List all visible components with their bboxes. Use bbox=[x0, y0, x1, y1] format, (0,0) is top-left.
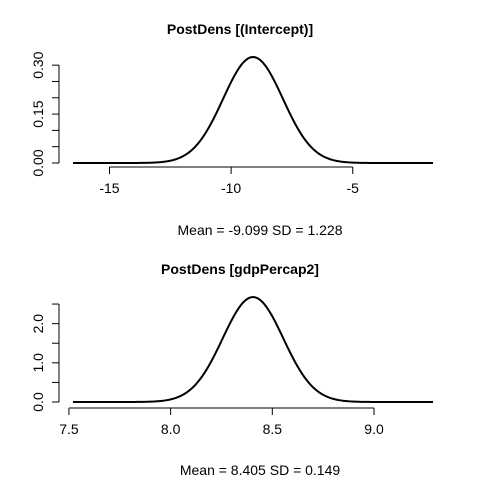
x-tick-label: 8.0 bbox=[161, 421, 181, 437]
density-curve bbox=[73, 56, 433, 164]
y-tick-label: 0.15 bbox=[30, 100, 46, 127]
y-tick-label: 1.0 bbox=[30, 353, 46, 373]
panel-2: PostDens [gdpPercap2] 7.5 8.0 8.5 9.0 0.0 1.0 2… bbox=[30, 261, 433, 478]
y-tick-label: 2.0 bbox=[30, 314, 46, 334]
x-tick-label: 8.5 bbox=[263, 421, 283, 437]
x-axis-label: Mean = -9.099 SD = 1.228 bbox=[178, 222, 343, 238]
chart-title: PostDens [gdpPercap2] bbox=[161, 261, 319, 277]
x-tick-label: 7.5 bbox=[59, 421, 79, 437]
x-tick-label: -15 bbox=[99, 180, 119, 196]
density-curve bbox=[73, 296, 433, 403]
x-axis-label: Mean = 8.405 SD = 0.149 bbox=[180, 462, 341, 478]
x-tick-label: 9.0 bbox=[364, 421, 384, 437]
panel-1: PostDens [(Intercept)] -15 -10 -5 0.00 0.15 0.… bbox=[30, 21, 433, 238]
y-tick-label: 0.0 bbox=[30, 392, 46, 412]
x-tick-label: -5 bbox=[347, 180, 360, 196]
y-tick-label: 0.30 bbox=[30, 51, 46, 78]
x-tick-label: -10 bbox=[221, 180, 241, 196]
y-tick-label: 0.00 bbox=[30, 149, 46, 176]
chart-title: PostDens [(Intercept)] bbox=[167, 21, 313, 37]
